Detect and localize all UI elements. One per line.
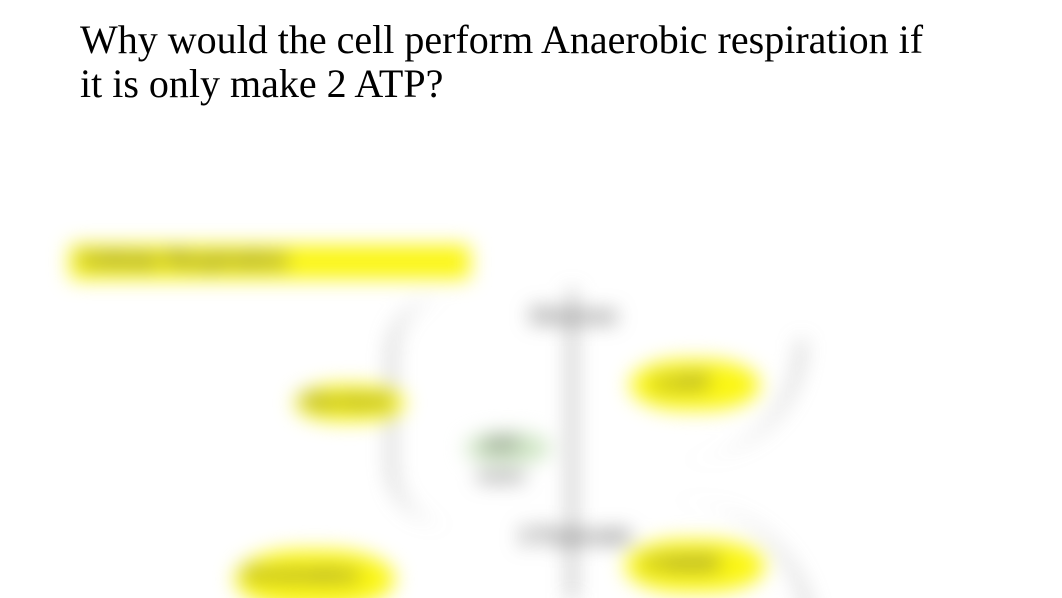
label-atp-green: ATP: [484, 435, 519, 456]
label-2atp: 2 ATP: [655, 373, 709, 396]
slide-title: Why would the cell perform Anaerobic res…: [80, 18, 940, 106]
label-fermentation: Fermentation: [245, 565, 359, 586]
label-2nadh: 2 NADH: [645, 553, 719, 576]
diagram-heading-text: Cellular Respiration: [80, 247, 288, 273]
label-glucose: Glucose: [530, 303, 617, 329]
label-glycolysis: Glycolysis: [302, 391, 392, 412]
slide: Why would the cell perform Anaerobic res…: [0, 0, 1062, 598]
diagram-area: Cellular Respiration Glucose Glycolysis …: [70, 245, 870, 598]
label-nadh-mid: NADH: [478, 469, 524, 487]
